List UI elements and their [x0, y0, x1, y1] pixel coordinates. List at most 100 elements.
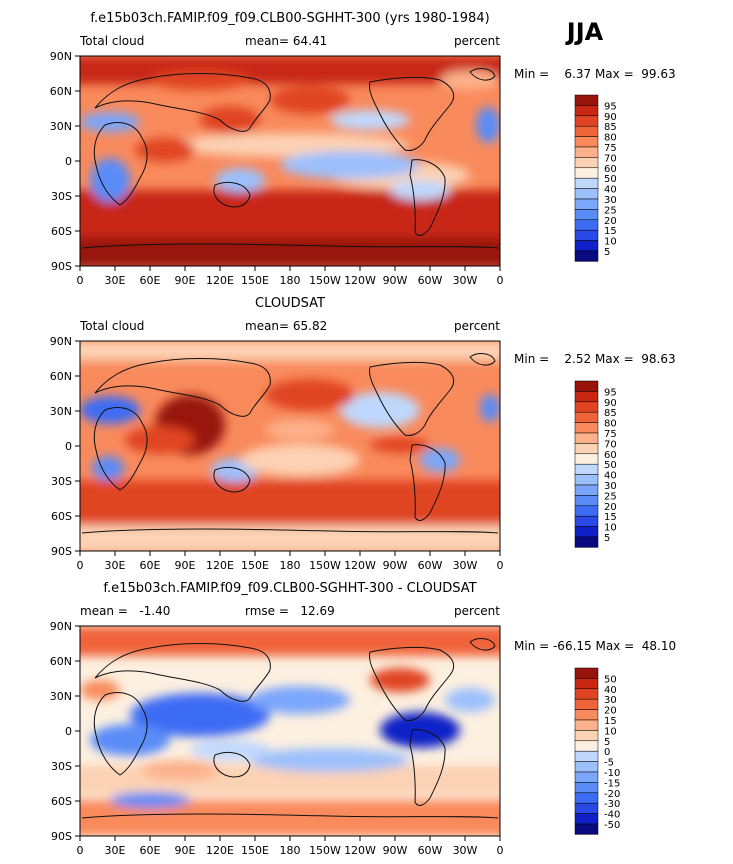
colorbar-label: 85 [604, 408, 617, 419]
colorbar-box [574, 667, 599, 679]
colorbar-label: -20 [604, 789, 620, 800]
map-field [80, 56, 500, 266]
colorbar-box [574, 761, 599, 773]
x-tick-label: 150E [241, 559, 269, 572]
colorbar-box [574, 453, 599, 465]
mean-label: mean= 64.41 [245, 34, 327, 48]
colorbar-label: -50 [604, 820, 620, 831]
colorbar-box [574, 443, 599, 455]
y-tick-label: 60S [51, 225, 72, 238]
colorbar-box [574, 401, 599, 413]
colorbar-label: 30 [604, 481, 617, 492]
x-tick-label: 60W [418, 274, 443, 287]
y-tick-label: 0 [65, 440, 72, 453]
x-tick-label: 180 [280, 844, 301, 857]
stats-label: Min = -66.15 Max = 48.10 [514, 639, 676, 653]
x-tick-label: 30E [105, 844, 126, 857]
x-tick-label: 30E [105, 274, 126, 287]
panel-title: f.e15b03ch.FAMIP.f09_f09.CLB00-SGHHT-300… [90, 11, 489, 26]
mean-label: mean = -1.40 [80, 604, 170, 618]
x-tick-label: 30E [105, 559, 126, 572]
colorbar-box [574, 526, 599, 538]
x-tick-label: 0 [497, 559, 504, 572]
colorbar-box [574, 495, 599, 507]
y-tick-label: 60S [51, 510, 72, 523]
x-tick-label: 90E [175, 844, 196, 857]
colorbar-label: 10 [604, 237, 617, 248]
colorbar-label: -30 [604, 799, 620, 810]
panel-title: f.e15b03ch.FAMIP.f09_f09.CLB00-SGHHT-300… [103, 581, 476, 596]
x-tick-label: 0 [77, 559, 84, 572]
colorbar-box [574, 219, 599, 231]
x-tick-label: 0 [497, 844, 504, 857]
y-tick-label: 60N [50, 85, 72, 98]
colorbar-label: 15 [604, 512, 617, 523]
colorbar-box [574, 229, 599, 241]
colorbar-box [574, 115, 599, 127]
colorbar-box [574, 240, 599, 252]
x-tick-label: 60E [140, 274, 161, 287]
colorbar-box [574, 813, 599, 825]
y-tick-label: 90N [50, 335, 72, 348]
colorbar-box [574, 136, 599, 148]
y-tick-label: 60N [50, 370, 72, 383]
variable-label: Total cloud [79, 319, 144, 333]
colorbar-label: -10 [604, 768, 620, 779]
colorbar-box [574, 792, 599, 804]
colorbar-box [574, 484, 599, 496]
stats-label: Min = 2.52 Max = 98.63 [514, 352, 676, 366]
colorbar-label: 20 [604, 706, 617, 717]
x-tick-label: 60W [418, 844, 443, 857]
colorbar-label: 15 [604, 226, 617, 237]
y-tick-label: 30S [51, 475, 72, 488]
colorbar-label: 5 [604, 533, 610, 544]
colorbar-box [574, 505, 599, 517]
x-axis: 0 30E 60E 90E 120E 150E 180 150W 120W 90W 60W 30W 0 [77, 266, 504, 287]
y-tick-label: 90S [51, 260, 72, 273]
x-tick-label: 180 [280, 559, 301, 572]
mean-label: mean= 65.82 [245, 319, 327, 333]
colorbar-label: 75 [604, 143, 617, 154]
colorbar-box [574, 380, 599, 392]
panel-difference: f.e15b03ch.FAMIP.f09_f09.CLB00-SGHHT-300… [50, 581, 676, 857]
x-tick-label: 120E [206, 844, 234, 857]
map-field [80, 341, 500, 551]
colorbar-box [574, 515, 599, 527]
y-tick-label: 60N [50, 655, 72, 668]
colorbar-label: 40 [604, 185, 617, 196]
colorbar-label: 80 [604, 419, 617, 430]
colorbar-box [574, 391, 599, 403]
colorbar-label: 0 [604, 747, 610, 758]
colorbar-label: 5 [604, 247, 610, 258]
y-tick-label: 30N [50, 405, 72, 418]
colorbar-box [574, 719, 599, 731]
colorbar-label: -5 [604, 758, 614, 769]
x-axis: 0 30E 60E 90E 120E 150E 180 150W 120W 90W 60W 30W 0 [77, 551, 504, 572]
x-tick-label: 120W [344, 559, 376, 572]
colorbar-box [574, 250, 599, 262]
colorbar-label: 70 [604, 439, 617, 450]
coastlines [81, 638, 499, 819]
map-field [80, 626, 500, 836]
colorbar-label: 90 [604, 398, 617, 409]
rmse-label: rmse = 12.69 [245, 604, 335, 618]
panel-observation: CLOUDSAT Total cloud mean= 65.82 percent [50, 296, 676, 572]
x-tick-label: 90W [383, 844, 408, 857]
colorbar-label: 40 [604, 471, 617, 482]
colorbar-label: 30 [604, 695, 617, 706]
units-label: percent [454, 604, 500, 618]
variable-label: Total cloud [79, 34, 144, 48]
x-tick-label: 90E [175, 559, 196, 572]
units-label: percent [454, 319, 500, 333]
colorbar-label: 50 [604, 174, 617, 185]
x-tick-label: 120E [206, 559, 234, 572]
x-tick-label: 120W [344, 844, 376, 857]
x-tick-label: 90W [383, 559, 408, 572]
colorbar-label: 75 [604, 429, 617, 440]
coastlines [81, 68, 499, 249]
colorbar-box [574, 209, 599, 221]
y-tick-label: 90S [51, 830, 72, 843]
